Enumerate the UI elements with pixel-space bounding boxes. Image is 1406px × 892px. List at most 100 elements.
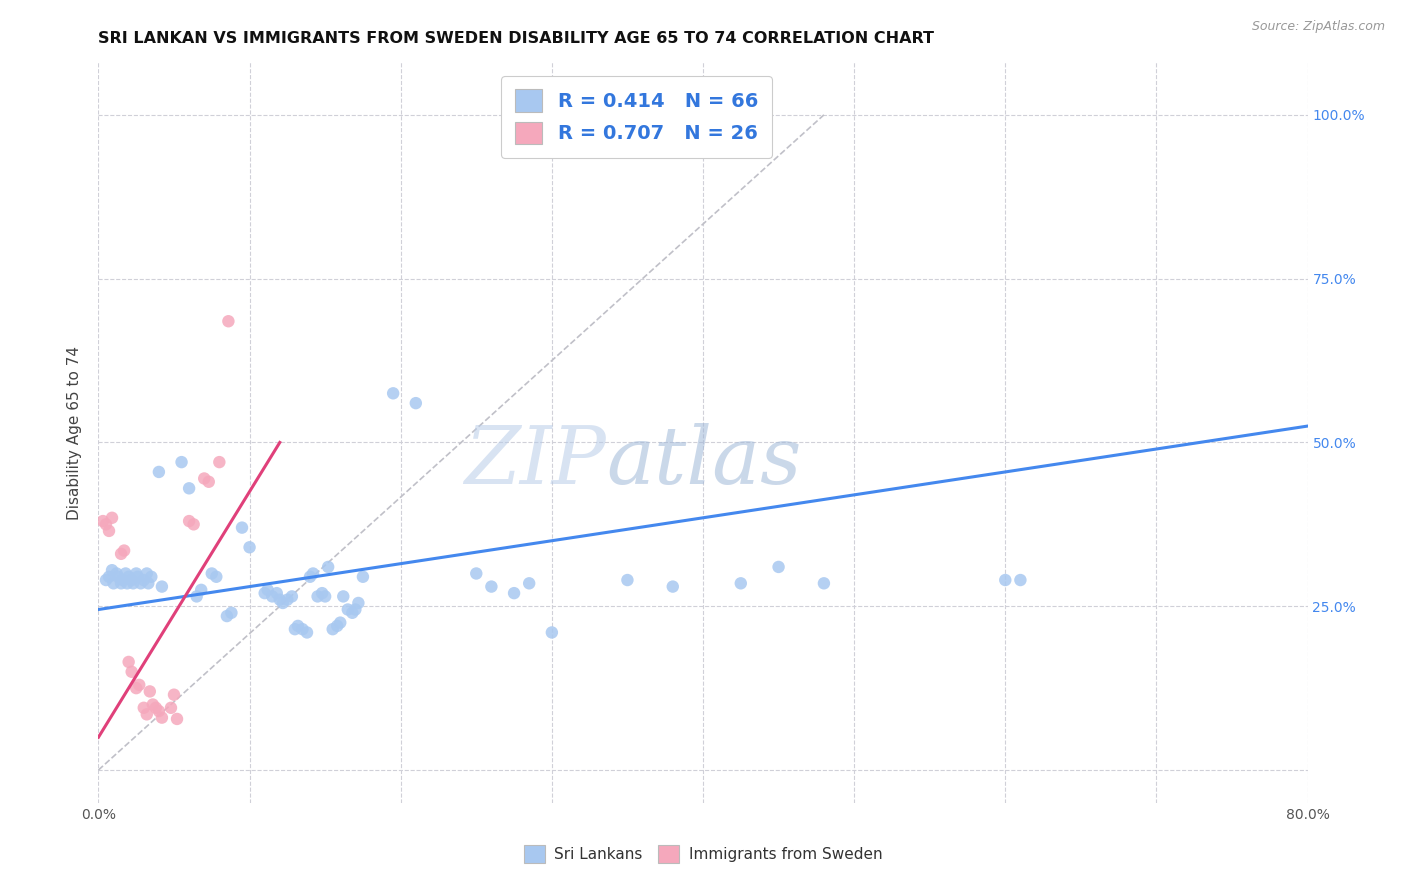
Point bbox=[994, 573, 1017, 587]
Point bbox=[540, 625, 562, 640]
Point bbox=[101, 563, 124, 577]
Point bbox=[311, 586, 333, 600]
Point bbox=[136, 576, 159, 591]
Point bbox=[103, 576, 125, 591]
Point bbox=[94, 517, 117, 532]
Point bbox=[302, 566, 325, 581]
Point bbox=[132, 573, 155, 587]
Point bbox=[135, 566, 157, 581]
Point bbox=[163, 688, 186, 702]
Text: Source: ZipAtlas.com: Source: ZipAtlas.com bbox=[1251, 20, 1385, 33]
Point bbox=[336, 602, 359, 616]
Point bbox=[616, 573, 638, 587]
Legend: Sri Lankans, Immigrants from Sweden: Sri Lankans, Immigrants from Sweden bbox=[517, 839, 889, 869]
Text: SRI LANKAN VS IMMIGRANTS FROM SWEDEN DISABILITY AGE 65 TO 74 CORRELATION CHART: SRI LANKAN VS IMMIGRANTS FROM SWEDEN DIS… bbox=[98, 31, 935, 46]
Point bbox=[205, 570, 228, 584]
Point bbox=[295, 625, 318, 640]
Point bbox=[266, 586, 288, 600]
Point bbox=[813, 576, 835, 591]
Point bbox=[183, 517, 205, 532]
Point bbox=[150, 711, 173, 725]
Point bbox=[221, 606, 243, 620]
Point bbox=[768, 560, 790, 574]
Point bbox=[262, 590, 284, 604]
Point bbox=[98, 524, 121, 538]
Point bbox=[503, 586, 526, 600]
Point bbox=[271, 596, 294, 610]
Point bbox=[121, 665, 143, 679]
Point bbox=[382, 386, 405, 401]
Text: ZIP: ZIP bbox=[464, 424, 606, 501]
Point bbox=[105, 566, 128, 581]
Point bbox=[179, 514, 201, 528]
Point bbox=[145, 700, 167, 714]
Point bbox=[114, 566, 136, 581]
Point bbox=[208, 455, 231, 469]
Point bbox=[316, 560, 339, 574]
Point bbox=[661, 580, 683, 594]
Point bbox=[142, 698, 165, 712]
Point bbox=[148, 465, 170, 479]
Point bbox=[129, 576, 152, 591]
Point bbox=[118, 655, 141, 669]
Point bbox=[287, 619, 309, 633]
Point bbox=[730, 576, 752, 591]
Point bbox=[281, 590, 304, 604]
Point bbox=[329, 615, 352, 630]
Point bbox=[111, 573, 134, 587]
Point bbox=[150, 580, 173, 594]
Point bbox=[186, 590, 208, 604]
Point bbox=[517, 576, 540, 591]
Point bbox=[190, 582, 212, 597]
Point bbox=[352, 570, 374, 584]
Point bbox=[94, 573, 117, 587]
Point bbox=[269, 592, 291, 607]
Point bbox=[201, 566, 224, 581]
Point bbox=[344, 602, 367, 616]
Point bbox=[465, 566, 488, 581]
Point bbox=[179, 481, 201, 495]
Point bbox=[1010, 573, 1032, 587]
Point bbox=[91, 514, 114, 528]
Point bbox=[112, 543, 135, 558]
Point bbox=[139, 684, 162, 698]
Point bbox=[160, 700, 183, 714]
Point bbox=[307, 590, 329, 604]
Point bbox=[314, 590, 336, 604]
Point bbox=[347, 596, 370, 610]
Point bbox=[110, 576, 132, 591]
Point bbox=[125, 566, 148, 581]
Point bbox=[342, 606, 364, 620]
Point bbox=[332, 590, 354, 604]
Point bbox=[276, 592, 298, 607]
Point bbox=[166, 712, 188, 726]
Point bbox=[322, 622, 344, 636]
Point bbox=[291, 622, 314, 636]
Point bbox=[141, 570, 163, 584]
Point bbox=[98, 570, 121, 584]
Point bbox=[326, 619, 349, 633]
Point bbox=[128, 678, 150, 692]
Point bbox=[231, 521, 253, 535]
Point bbox=[107, 570, 129, 584]
Point bbox=[256, 582, 278, 597]
Point bbox=[115, 576, 138, 591]
Point bbox=[193, 471, 215, 485]
Point bbox=[284, 622, 307, 636]
Point bbox=[215, 609, 238, 624]
Point bbox=[481, 580, 503, 594]
Point bbox=[125, 681, 148, 695]
Point bbox=[127, 570, 149, 584]
Point bbox=[101, 510, 124, 524]
Point bbox=[197, 475, 219, 489]
Point bbox=[1379, 104, 1402, 119]
Text: atlas: atlas bbox=[606, 424, 801, 501]
Y-axis label: Disability Age 65 to 74: Disability Age 65 to 74 bbox=[67, 345, 83, 520]
Point bbox=[170, 455, 193, 469]
Point bbox=[148, 704, 170, 718]
Point bbox=[122, 576, 145, 591]
Point bbox=[121, 573, 143, 587]
Point bbox=[405, 396, 427, 410]
Point bbox=[110, 547, 132, 561]
Point bbox=[239, 541, 262, 555]
